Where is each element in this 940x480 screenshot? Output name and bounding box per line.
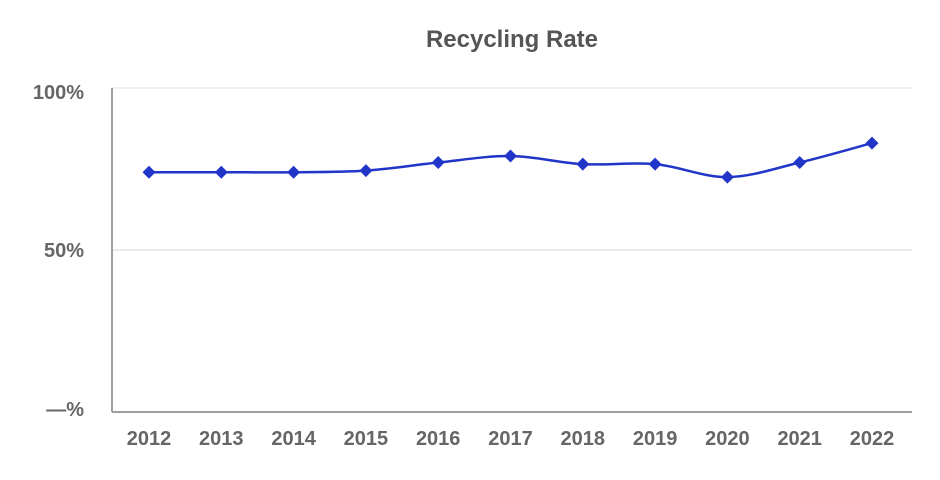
x-tick-label: 2020 [705, 428, 750, 450]
x-tick-label: 2021 [777, 428, 822, 450]
data-point-marker [793, 156, 807, 170]
x-tick-label: 2015 [344, 428, 389, 450]
y-tick-label: 100% [33, 82, 84, 104]
x-tick-label: 2014 [271, 428, 316, 450]
x-tick-label: 2012 [127, 428, 172, 450]
data-point-marker [720, 170, 734, 184]
chart-title: Recycling Rate [425, 26, 599, 53]
data-point-marker [504, 149, 517, 163]
data-point-marker [431, 156, 445, 170]
data-point-marker [359, 164, 373, 178]
y-tick-label: 50% [44, 240, 84, 262]
data-point-marker [287, 165, 301, 179]
x-tick-label: 2018 [561, 428, 606, 450]
x-tick-label: 2017 [488, 428, 533, 450]
data-point-marker [214, 165, 228, 179]
data-point-marker [865, 136, 879, 150]
x-tick-label: 2019 [633, 428, 678, 450]
x-tick-label: 2013 [199, 428, 244, 450]
x-tick-label: 2016 [416, 428, 461, 450]
x-tick-label: 2022 [850, 428, 895, 450]
y-tick-label: —% [46, 399, 84, 421]
data-point-marker [648, 157, 662, 171]
data-point-marker [142, 165, 156, 179]
data-point-marker [576, 157, 590, 171]
